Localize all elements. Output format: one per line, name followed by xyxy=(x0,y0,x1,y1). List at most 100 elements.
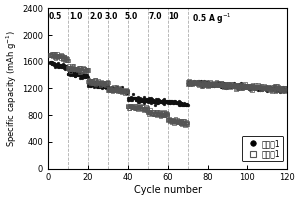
Point xyxy=(61,64,65,68)
Point xyxy=(65,66,70,69)
Point xyxy=(258,87,263,91)
Point xyxy=(70,65,75,69)
Point xyxy=(203,82,208,86)
Point xyxy=(115,88,120,92)
Point xyxy=(122,89,127,93)
Point xyxy=(55,56,60,59)
Point xyxy=(185,83,190,86)
Point xyxy=(247,85,252,89)
Point xyxy=(129,105,134,108)
Point xyxy=(54,64,59,67)
Point xyxy=(280,88,284,91)
Point xyxy=(216,82,221,85)
Point xyxy=(242,83,247,86)
Point xyxy=(204,84,209,87)
Point xyxy=(129,105,134,108)
Point xyxy=(175,118,179,121)
Point xyxy=(51,63,56,66)
Point xyxy=(69,71,74,74)
Point xyxy=(122,91,127,94)
Point xyxy=(62,64,67,68)
Point xyxy=(90,81,94,84)
Point xyxy=(240,85,245,88)
Point xyxy=(250,89,254,92)
Point xyxy=(121,88,126,92)
Point xyxy=(277,87,282,90)
Point xyxy=(217,82,222,85)
Point xyxy=(232,84,236,87)
Point xyxy=(243,85,248,88)
Point xyxy=(168,101,172,104)
Point xyxy=(156,112,161,115)
Point xyxy=(207,81,212,84)
Point xyxy=(279,87,284,91)
Point xyxy=(53,65,58,68)
Point xyxy=(240,85,245,89)
Point xyxy=(71,72,76,75)
Point xyxy=(101,82,106,85)
Point xyxy=(237,84,242,87)
Point xyxy=(142,98,147,102)
Point xyxy=(244,85,249,88)
Point xyxy=(255,88,260,91)
Point xyxy=(177,99,182,102)
Point xyxy=(275,86,280,89)
Point xyxy=(183,121,188,124)
Point xyxy=(82,70,87,73)
Point xyxy=(50,55,55,58)
Point xyxy=(125,90,130,93)
Point xyxy=(81,67,86,70)
Point xyxy=(119,88,124,92)
Point xyxy=(48,61,53,64)
Point xyxy=(75,68,80,72)
Point xyxy=(110,89,115,92)
Point xyxy=(146,110,151,113)
Point xyxy=(142,108,146,112)
Point xyxy=(63,67,68,70)
Point xyxy=(147,111,152,114)
Point xyxy=(219,85,224,89)
Point xyxy=(118,88,123,91)
Point xyxy=(146,112,151,116)
Point xyxy=(125,96,130,100)
Point xyxy=(80,74,85,77)
Point xyxy=(82,75,87,78)
Point xyxy=(124,89,129,93)
Point xyxy=(94,81,99,84)
Point xyxy=(229,85,234,88)
Point xyxy=(119,89,124,92)
Point xyxy=(227,84,232,87)
Point xyxy=(212,82,216,85)
Point xyxy=(49,54,54,57)
Point xyxy=(116,88,121,92)
Point xyxy=(139,99,144,102)
Point xyxy=(48,53,52,57)
Point xyxy=(277,90,282,93)
Point xyxy=(257,85,262,88)
Point xyxy=(138,107,142,110)
Point xyxy=(153,101,158,104)
Point xyxy=(192,81,197,84)
Point xyxy=(116,89,120,93)
Point xyxy=(95,80,100,83)
Point xyxy=(110,85,115,88)
Point xyxy=(215,83,220,86)
Point xyxy=(199,83,204,86)
Point xyxy=(70,71,74,74)
Point xyxy=(251,87,256,90)
Point xyxy=(185,122,190,125)
Point xyxy=(274,89,279,92)
Point xyxy=(78,73,83,77)
Point xyxy=(99,85,104,88)
Point xyxy=(180,103,185,106)
Point xyxy=(192,81,197,84)
Point xyxy=(251,85,256,89)
Point xyxy=(92,83,97,87)
Point xyxy=(283,88,288,91)
Point xyxy=(50,52,55,56)
Point xyxy=(222,86,227,89)
Point xyxy=(101,83,106,86)
Point xyxy=(264,85,269,88)
Point xyxy=(205,82,210,85)
Point xyxy=(167,100,172,103)
